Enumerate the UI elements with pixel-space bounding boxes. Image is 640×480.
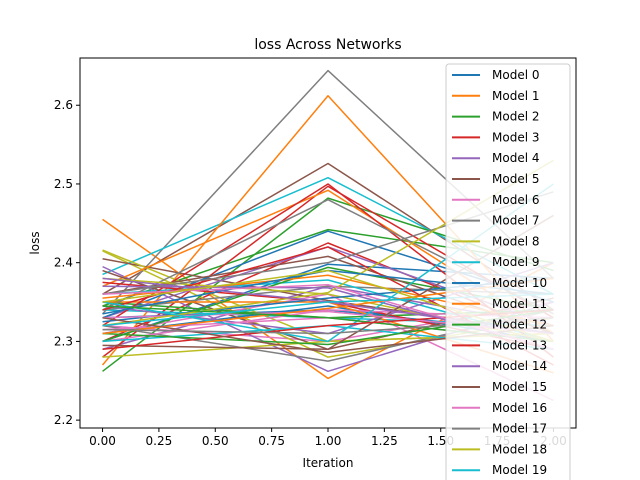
legend-entry-label: Model 9 [492, 255, 539, 269]
x-tick-label: 0.50 [202, 434, 229, 448]
legend-entry-label: Model 18 [492, 442, 547, 456]
legend-entry-label: Model 8 [492, 234, 539, 248]
legend-entry-label: Model 11 [492, 297, 547, 311]
y-tick-label: 2.6 [54, 98, 73, 112]
legend-entry-label: Model 7 [492, 214, 539, 228]
legend-entry-label: Model 2 [492, 110, 539, 124]
legend-entry-label: Model 17 [492, 422, 547, 436]
chart-title: loss Across Networks [254, 37, 401, 53]
x-tick-label: 0.25 [146, 434, 173, 448]
legend-entry-label: Model 3 [492, 130, 539, 144]
x-tick-label: 1.25 [371, 434, 398, 448]
legend-entry-label: Model 10 [492, 276, 547, 290]
legend-box [445, 63, 571, 480]
legend-entry-label: Model 5 [492, 172, 539, 186]
legend-entry-label: Model 4 [492, 151, 539, 165]
legend-entry-label: Model 0 [492, 68, 539, 82]
legend: Model 0 Model 1 Model 2 Model 3 Model 4 Model… [445, 63, 571, 480]
y-tick-label: 2.4 [54, 256, 73, 270]
legend-entry-label: Model 6 [492, 193, 539, 207]
legend-entry-label: Model 19 [492, 463, 547, 477]
y-axis-label: loss [28, 231, 42, 254]
y-tick-label: 2.2 [54, 413, 73, 427]
x-tick-label: 0.00 [89, 434, 116, 448]
legend-entry-label: Model 12 [492, 318, 547, 332]
x-tick-label: 0.75 [258, 434, 285, 448]
y-tick-label: 2.5 [54, 177, 73, 191]
x-tick-label: 1.00 [315, 434, 342, 448]
legend-entry-label: Model 13 [492, 338, 547, 352]
legend-entry-label: Model 14 [492, 359, 547, 373]
x-axis-label: Iteration [303, 456, 354, 470]
legend-entry-label: Model 16 [492, 401, 547, 415]
legend-entry-label: Model 1 [492, 89, 539, 103]
y-axis-ticks: 2.2 2.3 2.4 2.5 2.6 [54, 98, 80, 427]
legend-entry-label: Model 15 [492, 380, 547, 394]
y-tick-label: 2.3 [54, 334, 73, 348]
